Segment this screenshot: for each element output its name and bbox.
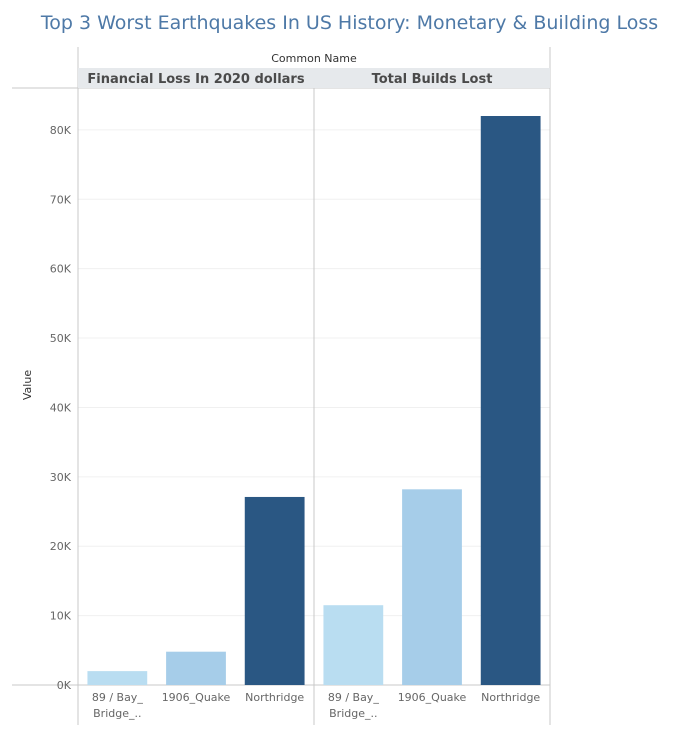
x-tick-label: 89 / Bay_ [328,691,379,704]
bars [87,116,541,685]
column-header-label: Common Name [271,52,357,65]
y-tick-label: 70K [50,193,72,206]
panel-header-band [78,68,550,88]
chart-title: Top 3 Worst Earthquakes In US History: M… [40,12,659,34]
panel-header-title: Total Builds Lost [372,72,493,87]
bar [244,496,305,685]
x-tick-label: Bridge_.. [93,707,141,720]
panel-header-title: Financial Loss In 2020 dollars [87,72,304,87]
y-tick-label: 50K [50,332,72,345]
x-tick-label: Northridge [245,691,304,704]
bar [166,651,226,685]
y-tick-label: 80K [50,124,72,137]
y-tick-label: 60K [50,263,72,276]
y-axis: Value 0K 10K 20K 30K 40K 50K 60K 70K 80K [21,124,72,692]
bar [87,671,148,685]
y-tick-label: 0K [57,679,72,692]
y-axis-title: Value [21,370,34,400]
x-tick-label: Northridge [481,691,540,704]
bar [402,489,462,685]
y-tick-label: 20K [50,540,72,553]
y-tick-label: 10K [50,610,72,623]
x-axis-labels: 89 / Bay_ Bridge_.. 1906_Quake Northridge 89… [92,691,541,720]
x-tick-label: 89 / Bay_ [92,691,143,704]
y-tick-label: 30K [50,471,72,484]
bar [323,605,384,685]
bar [480,116,541,685]
y-tick-label: 40K [50,401,72,414]
x-tick-label: 1906_Quake [398,691,467,704]
panel-headers: Common Name Financial Loss In 2020 dolla… [78,52,550,88]
x-tick-label: Bridge_.. [329,707,377,720]
x-tick-label: 1906_Quake [162,691,231,704]
